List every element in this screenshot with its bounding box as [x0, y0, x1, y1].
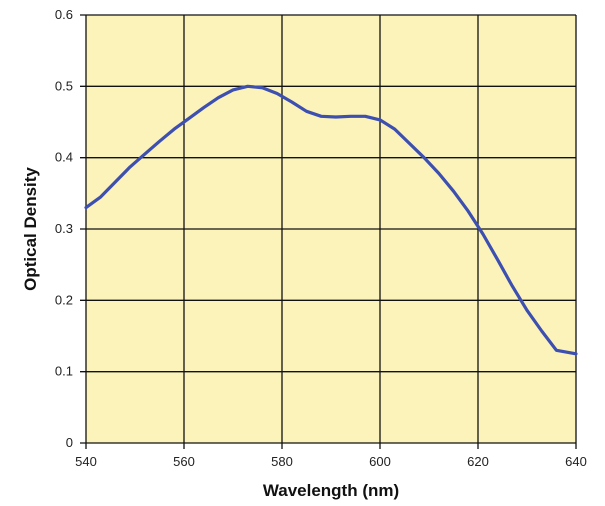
x-tick-label: 640: [565, 454, 587, 469]
x-axis-title: Wavelength (nm): [263, 481, 399, 500]
grid-lines: [80, 14, 577, 449]
x-tick-label: 580: [271, 454, 293, 469]
y-tick-label: 0.2: [55, 292, 73, 307]
x-tick-labels: 540 560 580 600 620 640: [75, 454, 587, 469]
y-tick-label: 0.5: [55, 78, 73, 93]
y-tick-label: 0.4: [55, 150, 73, 165]
series-line: [84, 84, 578, 356]
x-tick-label: 540: [75, 454, 97, 469]
y-tick-label: 0.3: [55, 221, 73, 236]
y-axis-title: Optical Density: [21, 167, 40, 291]
y-tick-label: 0.1: [55, 364, 73, 379]
x-tick-label: 600: [369, 454, 391, 469]
x-tick-label: 620: [467, 454, 489, 469]
y-tick-label: 0.6: [55, 7, 73, 22]
y-tick-label: 0: [66, 435, 73, 450]
x-tick-label: 560: [173, 454, 195, 469]
series-layer: [84, 84, 578, 356]
y-tick-labels: 0 0.1 0.2 0.3 0.4 0.5 0.6: [55, 7, 73, 450]
